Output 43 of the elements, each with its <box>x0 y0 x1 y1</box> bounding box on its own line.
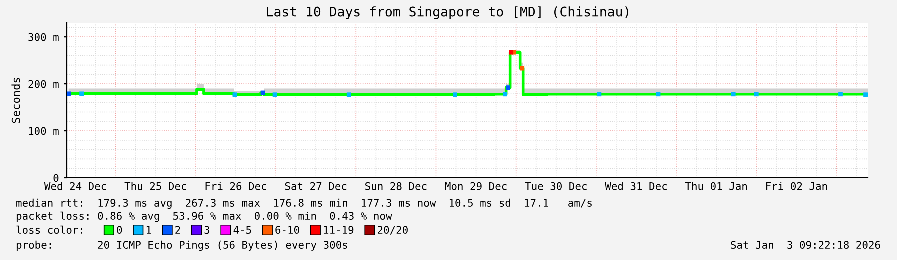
legend-label: 4-5 <box>234 226 252 234</box>
point <box>864 92 868 98</box>
point <box>506 86 511 90</box>
x-tick-label: Wed 31 Dec <box>605 182 667 190</box>
legend-label: 1 <box>146 226 152 234</box>
point <box>520 66 525 71</box>
y-tick-label: 200 m <box>28 80 59 88</box>
point <box>67 92 71 96</box>
legend-label: 6-10 <box>276 226 300 234</box>
y-tick-label: 0 <box>54 174 59 182</box>
text: median rtt: 179.3 ms avg 267.3 ms max 176.8 ms min 177.3 ms now 10.5 ms sd 17.1 am/s <box>16 198 592 210</box>
x-tick-label: Mon 29 Dec <box>445 182 507 190</box>
y-tick-label: 100 m <box>29 127 59 136</box>
point <box>503 92 508 97</box>
point <box>509 50 514 55</box>
point <box>597 92 602 97</box>
point <box>232 92 238 98</box>
x-tick-label: Tue 30 Dec <box>525 182 587 190</box>
legend-label: 20/20 <box>378 226 408 235</box>
point <box>80 92 84 96</box>
x-tick-label: Sat 27 Dec <box>285 182 347 190</box>
x-tick-label: Sun 28 Dec <box>366 182 427 190</box>
legend-label: 11-19 <box>324 226 354 234</box>
point <box>731 92 736 97</box>
legend-label: 3 <box>204 226 210 234</box>
text: probe: 20 ICMP Echo Pings (56 Bytes) every 300s <box>16 240 348 252</box>
legend-label: 0 <box>117 226 122 234</box>
legend-title: loss color: <box>16 226 82 234</box>
x-tick-label: Thu 25 Dec <box>124 182 186 190</box>
x-tick-label: Thu 01 Jan <box>685 182 748 190</box>
point <box>656 92 661 97</box>
x-tick-label: Fri 02 Jan <box>766 182 828 190</box>
text: packet loss: 0.86 % avg 53.96 % max 0.00 % min 0.43 % now <box>16 212 392 222</box>
chart-title: Last 10 Days from Singapore to [MD] (Chisinau) <box>267 6 628 20</box>
x-tick-label: Wed 24 Dec <box>44 182 106 190</box>
point <box>272 92 278 98</box>
point <box>838 92 843 97</box>
y-tick-label: 300 m <box>28 33 59 42</box>
y-axis-title: Seconds <box>12 78 20 124</box>
legend-label: 2 <box>176 226 180 234</box>
text: Sat Jan 3 09:22:18 2026 <box>731 241 880 250</box>
x-tick-label: Fri 26 Dec <box>206 182 266 190</box>
point <box>346 92 352 98</box>
